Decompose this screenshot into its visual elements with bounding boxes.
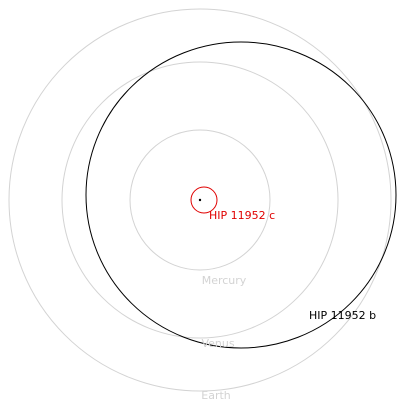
planet-label: HIP 11952 b xyxy=(309,309,376,322)
planet-label: HIP 11952 c xyxy=(209,209,275,222)
star xyxy=(198,198,202,202)
venus-orbit xyxy=(61,61,339,339)
orbit-label: Earth xyxy=(201,389,231,400)
planet-c-orbit xyxy=(190,186,218,214)
mercury-orbit xyxy=(129,129,271,271)
orbit-label: Venus xyxy=(201,337,234,350)
earth-orbit xyxy=(8,8,392,392)
orbit-label: Mercury xyxy=(202,274,247,287)
planet-b-orbit xyxy=(85,41,397,349)
